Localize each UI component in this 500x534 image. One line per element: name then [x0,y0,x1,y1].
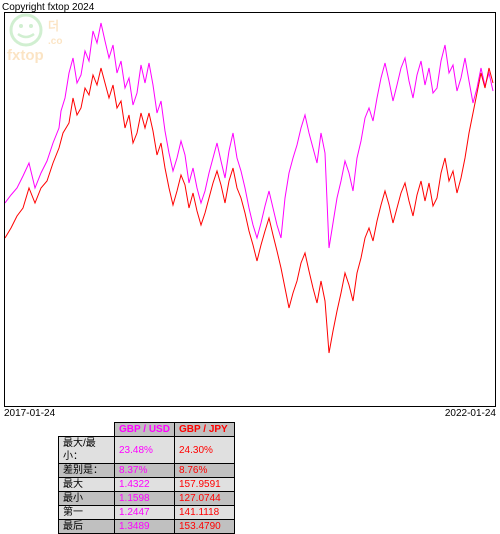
cell-gbpjpy: 157.9591 [175,478,235,492]
row-label: 最小 [59,492,115,506]
cell-gbpusd: 1.3489 [115,520,175,534]
chart-area [4,12,496,407]
cell-gbpusd: 1.2447 [115,506,175,520]
line-chart [5,13,495,406]
stats-table: GBP / USDGBP / JPY 最大/最小：23.48%24.30% 差别是：… [58,422,235,534]
row-label: 第一 [59,506,115,520]
cell-gbpjpy: 153.4790 [175,520,235,534]
series-line [5,23,493,248]
cell-gbpjpy: 8.76% [175,464,235,478]
x-start-label: 2017-01-24 [4,408,55,419]
cell-gbpusd: 1.1598 [115,492,175,506]
x-end-label: 2022-01-24 [445,408,496,419]
cell-gbpusd: 8.37% [115,464,175,478]
series-line [5,68,493,353]
cell-gbpusd: 23.48% [115,437,175,464]
cell-gbpjpy: 24.30% [175,437,235,464]
cell-gbpusd: 1.4322 [115,478,175,492]
row-label: 最后 [59,520,115,534]
col-header: GBP / USD [115,423,175,437]
cell-gbpjpy: 127.0744 [175,492,235,506]
cell-gbpjpy: 141.1118 [175,506,235,520]
x-axis-labels: 2017-01-24 2022-01-24 [4,408,496,419]
col-header: GBP / JPY [175,423,235,437]
blank-cell [59,423,115,437]
row-label: 最大 [59,478,115,492]
row-label: 差别是： [59,464,115,478]
row-label: 最大/最小： [59,437,115,464]
